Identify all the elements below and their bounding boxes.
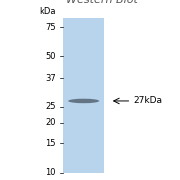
Text: kDa: kDa: [39, 7, 56, 16]
Ellipse shape: [68, 99, 99, 103]
Text: 10: 10: [45, 168, 56, 177]
Text: 15: 15: [45, 139, 56, 148]
Text: 37: 37: [45, 74, 56, 83]
Text: 50: 50: [45, 52, 56, 61]
Text: 25: 25: [45, 102, 56, 111]
Text: 75: 75: [45, 22, 56, 32]
Text: 27kDa: 27kDa: [133, 96, 162, 105]
Bar: [63, 18, 104, 173]
Text: Western Blot: Western Blot: [66, 0, 138, 5]
Text: 20: 20: [45, 118, 56, 127]
